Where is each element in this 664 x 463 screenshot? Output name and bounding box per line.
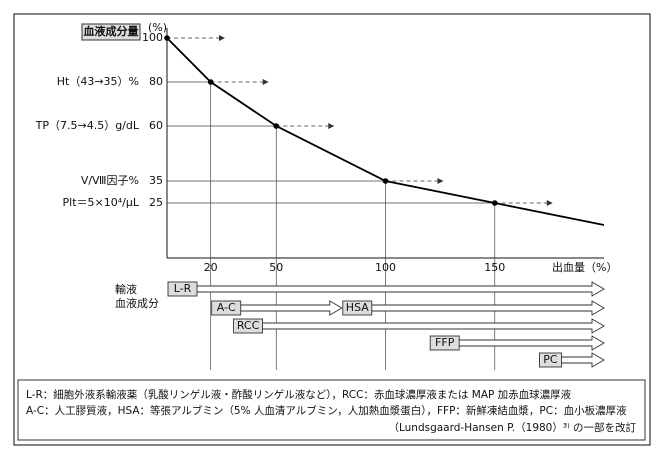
x-tick-label: 100 [375, 261, 396, 274]
fluid-arrow [261, 318, 605, 334]
fluid-arrow [370, 300, 605, 316]
y-tick-name: Plt＝5×10⁴/μL [63, 196, 140, 209]
x-tick-label: 50 [269, 261, 283, 274]
fluid-box [167, 281, 198, 297]
note: A-C：人工膠質液，HSA：等張アルブミン（5% 人血清アルブミン，人加熱血漿蛋… [26, 404, 627, 417]
fluid-label: L-R [174, 282, 192, 295]
y-tick-name: Ht（43→35）% [57, 75, 139, 88]
fluid-arrow [560, 352, 605, 368]
data-point [382, 178, 389, 184]
fluid-box [342, 300, 373, 316]
arrow-head [219, 35, 225, 41]
fluid-label: HSA [346, 301, 369, 314]
fluid-box [211, 300, 242, 316]
data-point [273, 123, 280, 129]
outer-frame [13, 13, 651, 446]
fluid-label: FFP [435, 336, 455, 349]
fluid-arrow [195, 281, 605, 297]
arrow-head [437, 178, 444, 184]
x-tick-label: 20 [204, 261, 218, 274]
chart-title: 血液成分量 [84, 24, 139, 38]
arrow-head [328, 123, 335, 129]
fluid-label: PC [543, 353, 558, 366]
note: L-R：細胞外液系輸液薬（乳酸リンゲル液・酢酸リンゲル液など），RCC：赤血球濃… [26, 388, 572, 401]
y-tick-label: 60 [149, 119, 163, 132]
notes-box [17, 379, 646, 441]
y-tick-label: 100 [142, 31, 163, 44]
y-unit: (%) [148, 21, 167, 34]
lower-label: 血液成分 [115, 296, 159, 310]
fluid-arrow [457, 335, 605, 351]
fluid-box [429, 335, 460, 351]
fluid-box [539, 352, 562, 368]
arrow-head [262, 79, 269, 85]
fluid-box [233, 318, 264, 334]
fluid-label: RCC [237, 319, 260, 332]
lower-label: 輸液 [115, 282, 137, 296]
title-box [81, 23, 141, 41]
data-point [491, 200, 498, 206]
y-tick-label: 80 [149, 75, 163, 88]
data-line [166, 37, 605, 226]
y-tick-label: 35 [149, 174, 163, 187]
x-tick-label: 150 [484, 261, 505, 274]
data-point [164, 35, 170, 41]
y-tick-name: Ⅴ/Ⅷ因子% [81, 174, 139, 187]
x-axis-label: 出血量（%） [552, 260, 617, 274]
y-tick-name: TP（7.5→4.5）g/dL [35, 119, 140, 132]
y-tick-label: 25 [149, 196, 163, 209]
fluid-arrow [239, 300, 343, 316]
note: （Lundsgaard-Hansen P.（1980）³⁾ の一部を改訂 [388, 421, 636, 434]
fluid-label: A-C [217, 301, 236, 314]
arrow-head [546, 200, 553, 206]
data-point [207, 79, 214, 85]
